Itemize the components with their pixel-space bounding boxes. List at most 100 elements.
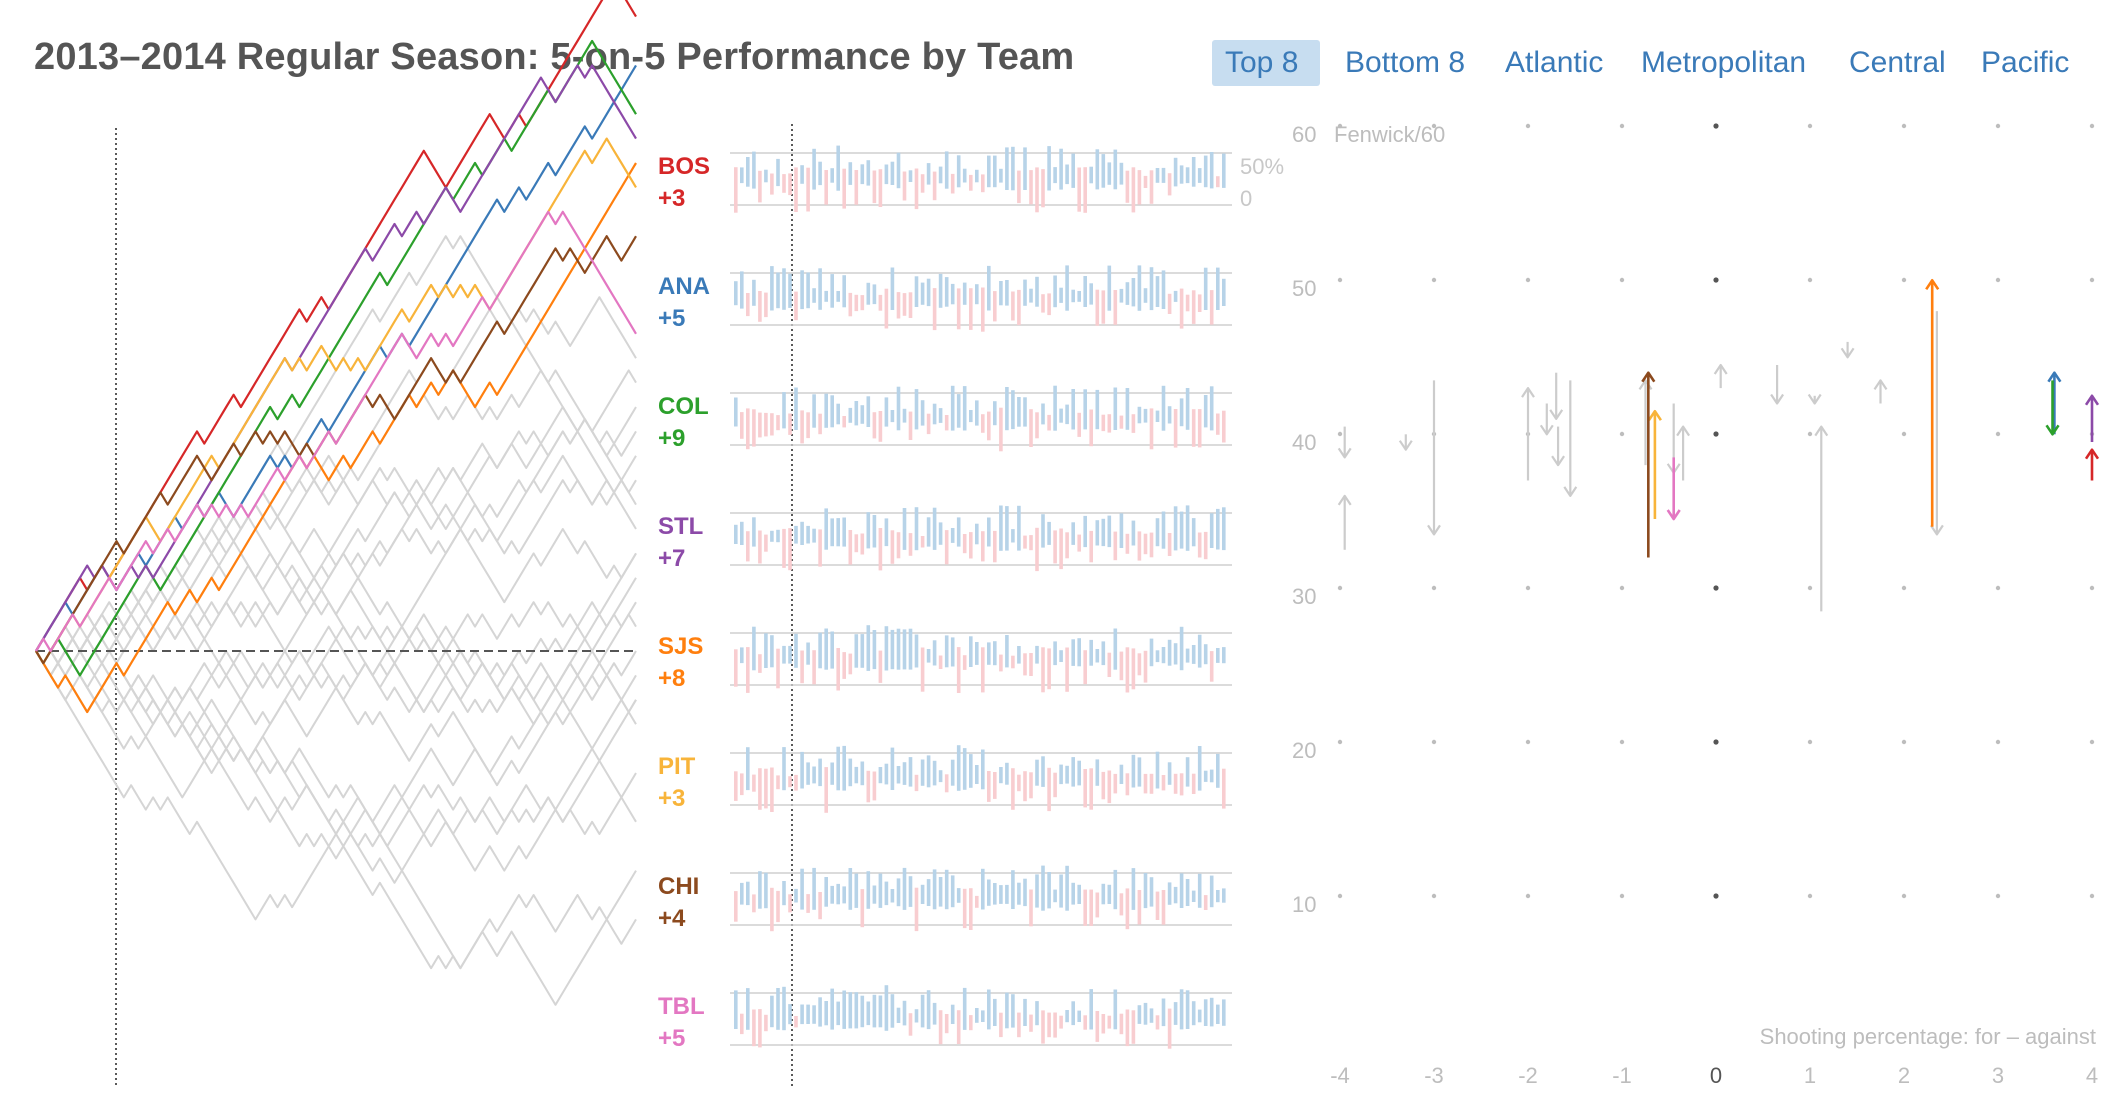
sparkline-bar xyxy=(1017,505,1021,551)
sparkline-bar xyxy=(975,1008,979,1023)
sparkline-bar xyxy=(1041,756,1045,787)
filter-pacific[interactable]: Pacific xyxy=(1981,46,2070,79)
background-arrow xyxy=(1337,494,1352,550)
standings-line-chart xyxy=(35,0,637,1088)
team-label-stl[interactable]: STL xyxy=(658,513,703,540)
arrow-col-head xyxy=(2045,424,2060,436)
sparkline-bar xyxy=(975,895,979,908)
sparkline-bar xyxy=(842,745,846,791)
team-value-pit: +3 xyxy=(658,785,685,812)
sparkline-bar xyxy=(1065,865,1069,911)
sparkline-bar xyxy=(993,530,997,563)
filter-top-8[interactable]: Top 8 xyxy=(1212,40,1320,86)
sparkline-bar xyxy=(824,508,828,550)
sparkline-bar xyxy=(938,522,943,545)
sparkline-bar xyxy=(896,532,901,559)
background-arrow-head xyxy=(1521,387,1535,398)
sparkline-bar xyxy=(975,765,979,784)
sparkline-bar xyxy=(956,155,961,188)
filter-atlantic[interactable]: Atlantic xyxy=(1505,46,1604,79)
sparkline-bar xyxy=(1203,999,1208,1026)
sparkline-bar xyxy=(794,888,798,903)
sparkline-bar xyxy=(848,868,853,910)
team-label-sjs[interactable]: SJS xyxy=(658,633,703,660)
sparkline-bar xyxy=(1143,1002,1148,1025)
background-arrow-head xyxy=(1929,524,1944,536)
sparkline-bar xyxy=(884,881,889,906)
background-arrow-head xyxy=(1427,524,1441,536)
sparkline-bar xyxy=(1216,1004,1220,1024)
sparkline-bar xyxy=(938,408,943,423)
sparkline-bar xyxy=(914,389,919,430)
sparkline-row-sjs: SJS +8 xyxy=(658,625,1232,693)
team-label-ana[interactable]: ANA xyxy=(658,273,710,300)
team-label-col[interactable]: COL xyxy=(658,393,709,420)
grid-dot xyxy=(1431,893,1437,899)
sparkline-bar xyxy=(836,291,840,302)
sparkline-bar xyxy=(987,771,991,802)
sparkline-bar xyxy=(860,533,865,555)
sparkline-bar xyxy=(1011,529,1015,543)
team-label-pit[interactable]: PIT xyxy=(658,753,696,780)
sparkline-bar xyxy=(944,151,949,189)
team-label-chi[interactable]: CHI xyxy=(658,873,699,900)
team-value-bos: +3 xyxy=(658,185,685,212)
sparkline-bar xyxy=(1216,753,1220,788)
sparkline-bar xyxy=(1023,535,1027,549)
sparkline-bar xyxy=(1113,628,1118,670)
sparkline-row-tbl: TBL +5 xyxy=(658,985,1232,1052)
sparkline-bar xyxy=(1077,534,1081,552)
sparkline-bar xyxy=(1167,882,1172,905)
sparkline-bar xyxy=(1167,173,1172,196)
sparkline-bar xyxy=(1131,414,1136,433)
grid-dot xyxy=(1901,739,1907,745)
grid-dot xyxy=(1995,739,2001,745)
sparkline-bar xyxy=(926,990,931,1030)
sparkline-bar xyxy=(1191,518,1196,547)
sparkline-bar xyxy=(932,507,937,550)
sparkline-bar xyxy=(740,1013,744,1035)
sparkline-bars-chi xyxy=(730,865,1232,932)
sparkline-bar xyxy=(890,410,895,423)
sparkline-bar xyxy=(872,630,877,670)
sparkline-bar xyxy=(920,994,925,1028)
sparkline-bar xyxy=(981,1010,985,1022)
arrow-chi-head xyxy=(1641,371,1656,383)
sparkline-bar xyxy=(1041,403,1045,425)
filter-central[interactable]: Central xyxy=(1849,46,1946,79)
filter-metropolitan[interactable]: Metropolitan xyxy=(1641,46,1807,79)
sparkline-bar xyxy=(1113,149,1118,190)
sparkline-bar xyxy=(1131,520,1136,546)
sparkline-bar xyxy=(806,272,810,309)
sparkline-bar xyxy=(950,759,955,786)
sparkline-bar xyxy=(1179,873,1184,908)
background-arrow xyxy=(1929,311,1944,536)
sparkline-bar xyxy=(812,650,816,685)
sparkline-bar xyxy=(1173,773,1178,794)
sparkline-bar xyxy=(1209,769,1214,783)
sparkline-bar xyxy=(1089,768,1093,810)
team-label-tbl[interactable]: TBL xyxy=(658,993,705,1020)
sparkline-bar xyxy=(920,400,925,426)
sparkline-bar xyxy=(969,532,973,559)
sparkline-bar xyxy=(1071,757,1075,787)
sparkline-bar xyxy=(1119,651,1124,681)
sparkline-bar xyxy=(1017,646,1021,664)
sparkline-bar xyxy=(866,625,871,671)
sparkline-bar xyxy=(860,405,865,424)
team-label-bos[interactable]: BOS xyxy=(658,153,710,180)
sparkline-bar xyxy=(830,518,834,547)
sparkline-bar xyxy=(830,274,834,308)
filter-bottom-8[interactable]: Bottom 8 xyxy=(1345,46,1466,79)
sparkline-bar xyxy=(1185,167,1190,184)
sparkline-bar xyxy=(1101,641,1106,666)
sparkline-bar xyxy=(1125,647,1130,693)
background-team-line xyxy=(35,296,637,665)
grid-dot xyxy=(1619,739,1625,745)
sparkline-row-chi: CHI +4 xyxy=(658,865,1232,932)
sparkline-bar xyxy=(932,288,937,331)
sparkline-bar xyxy=(794,525,798,544)
sparkline-bar xyxy=(800,650,804,684)
sparkline-bar xyxy=(1089,409,1093,447)
sparkline-bar xyxy=(1029,535,1033,551)
